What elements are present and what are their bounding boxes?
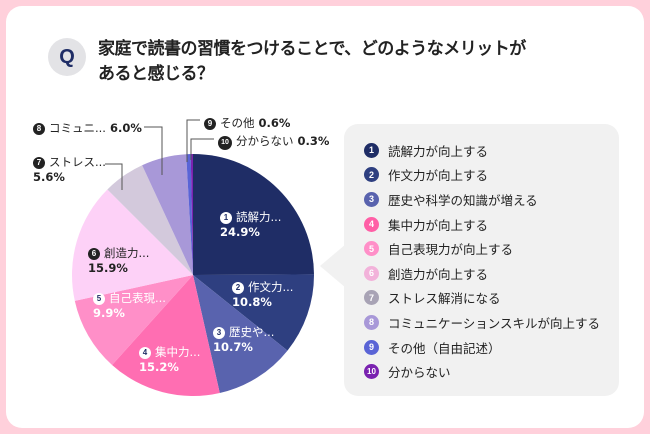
legend-item-6: 6 創造力が向上する [364,261,619,286]
pie-label-9: 9 その他 0.6% [204,116,290,131]
legend-label: その他（自由記述） [388,340,501,356]
pie-label-name: 分からない [236,134,294,148]
legend-number-icon: 2 [364,167,379,183]
pie-label-number-icon: 6 [88,247,100,260]
legend-label: 自己表現力が向上する [388,242,514,258]
legend-item-3: 3 歴史や科学の知識が増える [364,187,619,212]
legend-item-7: 7 ストレス解消になる [364,286,619,311]
legend-number-icon: 6 [364,265,379,281]
legend-label: 作文力が向上する [388,168,489,184]
pie-label-value: 10.7% [213,340,253,354]
pie-label-number-icon: 9 [204,117,216,130]
leader-line-10 [190,138,214,160]
pie-label-2: 2 作文力... 10.8% [232,280,293,310]
legend-number-icon: 10 [364,364,379,380]
legend-item-9: 9 その他（自由記述） [364,335,619,360]
legend-number-icon: 4 [364,216,379,232]
question-title: 家庭で読書の習慣をつけることで、どのようなメリットが あると感じる？ [98,39,526,84]
legend-number-icon: 7 [364,290,379,306]
pie-label-value: 24.9% [220,225,260,239]
pie-label-value: 10.8% [232,295,272,309]
pie-label-name: 作文力... [248,280,294,294]
pie-label-name: その他 [220,116,255,130]
pie-label-name: コミュニ... [49,121,106,135]
pie-slice-2 [193,274,314,351]
leader-line-9 [186,119,200,162]
pie-label-value: 15.2% [139,360,179,374]
pie-label-number-icon: 10 [218,135,232,150]
pie-label-5: 5 自己表現... 9.9% [93,291,166,321]
pie-label-1: 1 読解力... 24.9% [220,210,281,240]
legend-number-icon: 9 [364,339,379,355]
legend-item-2: 2 作文力が向上する [364,163,619,188]
pie-label-name: 歴史や... [229,325,275,339]
legend-label: 創造力が向上する [388,266,489,282]
pie-label-value: 6.0% [109,121,142,135]
pie-slice-1 [193,154,314,275]
legend-label: コミュニケーションスキルが向上する [388,315,601,331]
legend-item-1: 1 読解力が向上する [364,138,619,163]
pie-label-value: 9.9% [93,306,125,320]
pie-label-value: 15.9% [88,261,128,275]
legend-number-icon: 1 [364,142,379,158]
pie-label-4: 4 集中力... 15.2% [139,345,200,375]
pie-slice-4 [112,275,220,396]
pie-label-10: 10 分からない 0.3% [218,134,329,150]
pie-label-7: 7 ストレス... 5.6% [33,155,106,185]
pie-label-number-icon: 3 [213,326,225,339]
q-badge: Q [48,38,86,76]
pie-label-value: 5.6% [33,170,65,184]
legend-label: ストレス解消になる [388,291,501,307]
pie-label-8: 8 コミュニ... 6.0% [33,121,142,136]
pie-label-value: 0.3% [297,134,330,148]
legend-number-icon: 5 [364,241,379,257]
pie-label-number-icon: 7 [33,156,45,169]
legend: 1 読解力が向上する 2 作文力が向上する 3 歴史や科学の知識が増える 4 集中力が向上する… [344,124,619,396]
legend-pointer [320,244,346,288]
pie-label-name: 集中力... [155,345,201,359]
legend-label: 集中力が向上する [388,217,489,233]
pie-label-number-icon: 2 [232,281,244,294]
legend-label: 読解力が向上する [388,143,489,159]
pie-label-number-icon: 1 [220,211,232,224]
pie-slice-10 [190,154,193,275]
pie-label-number-icon: 8 [33,122,45,135]
leader-line-7 [105,163,123,190]
pie-slice-7 [107,165,193,275]
legend-number-icon: 3 [364,191,379,207]
pie-label-name: ストレス... [49,155,106,169]
legend-item-8: 8 コミュニケーションスキルが向上する [364,310,619,335]
pie-label-name: 創造力... [104,246,150,260]
pie-label-value: 0.6% [258,116,291,130]
pie-label-6: 6 創造力... 15.9% [88,246,149,276]
pie-slice-9 [186,154,193,275]
pie-label-number-icon: 5 [93,292,105,305]
legend-item-10: 10 分からない [364,359,619,384]
pie-label-name: 自己表現... [109,291,166,305]
pie-label-number-icon: 4 [139,346,151,359]
pie-slice-3 [193,275,288,393]
legend-label: 歴史や科学の知識が増える [388,192,538,208]
legend-item-4: 4 集中力が向上する [364,212,619,237]
leader-line-8 [144,126,163,175]
pie-label-name: 読解力... [236,210,282,224]
pie-slice-6 [72,189,193,301]
legend-number-icon: 8 [364,314,379,330]
pie-slice-8 [142,154,193,275]
legend-item-5: 5 自己表現力が向上する [364,236,619,261]
pie-label-3: 3 歴史や... 10.7% [213,325,274,355]
legend-label: 分からない [388,365,451,381]
